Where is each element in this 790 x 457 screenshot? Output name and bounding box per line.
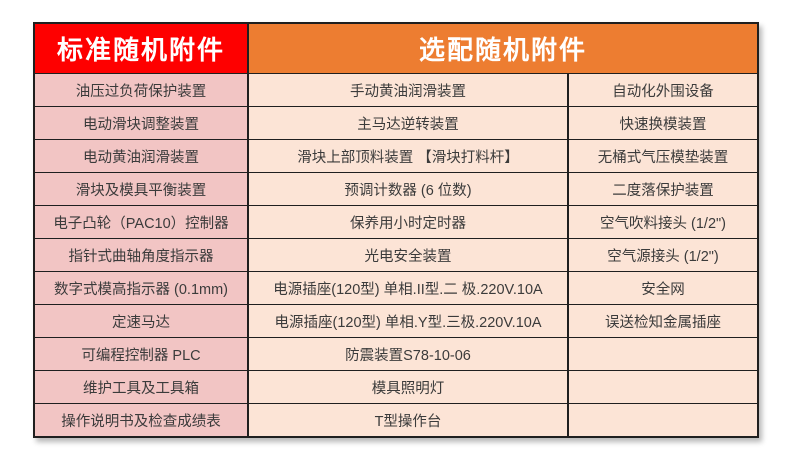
optional-item-cell: 手动黄油润滑装置 — [247, 73, 569, 107]
optional-extra-cell: 空气吹料接头 (1/2") — [566, 205, 760, 239]
table-row: 操作说明书及检查成绩表 T型操作台 — [33, 403, 760, 438]
optional-extra-cell: 安全网 — [566, 271, 760, 305]
table-row: 滑块及模具平衡装置 预调计数器 (6 位数) 二度落保护装置 — [33, 172, 760, 206]
optional-item-cell: 防震装置S78-10-06 — [247, 337, 569, 371]
standard-item-cell: 油压过负荷保护装置 — [33, 73, 249, 107]
standard-item-cell: 滑块及模具平衡装置 — [33, 172, 249, 206]
standard-item-cell: 电子凸轮（PAC10）控制器 — [33, 205, 249, 239]
table-row: 维护工具及工具箱 模具照明灯 — [33, 370, 760, 404]
optional-item-cell: 电源插座(120型) 单相.II型.二 极.220V.10A — [247, 271, 569, 305]
optional-item-cell: T型操作台 — [247, 403, 569, 438]
table-row: 电子凸轮（PAC10）控制器 保养用小时定时器 空气吹料接头 (1/2") — [33, 205, 760, 239]
optional-extra-cell: 快速换模装置 — [566, 106, 760, 140]
table-row: 可编程控制器 PLC 防震装置S78-10-06 — [33, 337, 760, 371]
table-row: 数字式模高指示器 (0.1mm) 电源插座(120型) 单相.II型.二 极.2… — [33, 271, 760, 305]
standard-item-cell: 数字式模高指示器 (0.1mm) — [33, 271, 249, 305]
optional-extra-cell — [566, 337, 760, 371]
optional-accessories-header: 选配随机附件 — [246, 22, 760, 74]
standard-item-cell: 定速马达 — [33, 304, 249, 338]
optional-extra-cell: 自动化外围设备 — [566, 73, 760, 107]
header-row: 标准随机附件 选配随机附件 — [33, 22, 760, 74]
standard-item-cell: 电动滑块调整装置 — [33, 106, 249, 140]
optional-item-cell: 模具照明灯 — [247, 370, 569, 404]
optional-extra-cell — [566, 370, 760, 404]
optional-item-cell: 保养用小时定时器 — [247, 205, 569, 239]
optional-item-cell: 主马达逆转装置 — [247, 106, 569, 140]
standard-item-cell: 维护工具及工具箱 — [33, 370, 249, 404]
optional-item-cell: 滑块上部顶料装置 【滑块打料杆】 — [247, 139, 569, 173]
standard-item-cell: 操作说明书及检查成绩表 — [33, 403, 249, 438]
optional-extra-cell: 二度落保护装置 — [566, 172, 760, 206]
optional-extra-cell: 无桶式气压模垫装置 — [566, 139, 760, 173]
table-row: 油压过负荷保护装置 手动黄油润滑装置 自动化外围设备 — [33, 73, 760, 107]
optional-item-cell: 电源插座(120型) 单相.Y型.三极.220V.10A — [247, 304, 569, 338]
table-row: 电动滑块调整装置 主马达逆转装置 快速换模装置 — [33, 106, 760, 140]
standard-item-cell: 可编程控制器 PLC — [33, 337, 249, 371]
accessories-table: 标准随机附件 选配随机附件 油压过负荷保护装置 手动黄油润滑装置 自动化外围设备… — [33, 22, 760, 438]
table-row: 电动黄油润滑装置 滑块上部顶料装置 【滑块打料杆】 无桶式气压模垫装置 — [33, 139, 760, 173]
optional-item-cell: 预调计数器 (6 位数) — [247, 172, 569, 206]
table-row: 定速马达 电源插座(120型) 单相.Y型.三极.220V.10A 误送检知金属… — [33, 304, 760, 338]
optional-extra-cell: 空气源接头 (1/2") — [566, 238, 760, 272]
optional-item-cell: 光电安全装置 — [247, 238, 569, 272]
table-row: 指针式曲轴角度指示器 光电安全装置 空气源接头 (1/2") — [33, 238, 760, 272]
standard-accessories-header: 标准随机附件 — [33, 22, 249, 74]
standard-item-cell: 电动黄油润滑装置 — [33, 139, 249, 173]
optional-extra-cell — [566, 403, 760, 438]
optional-extra-cell: 误送检知金属插座 — [566, 304, 760, 338]
standard-item-cell: 指针式曲轴角度指示器 — [33, 238, 249, 272]
